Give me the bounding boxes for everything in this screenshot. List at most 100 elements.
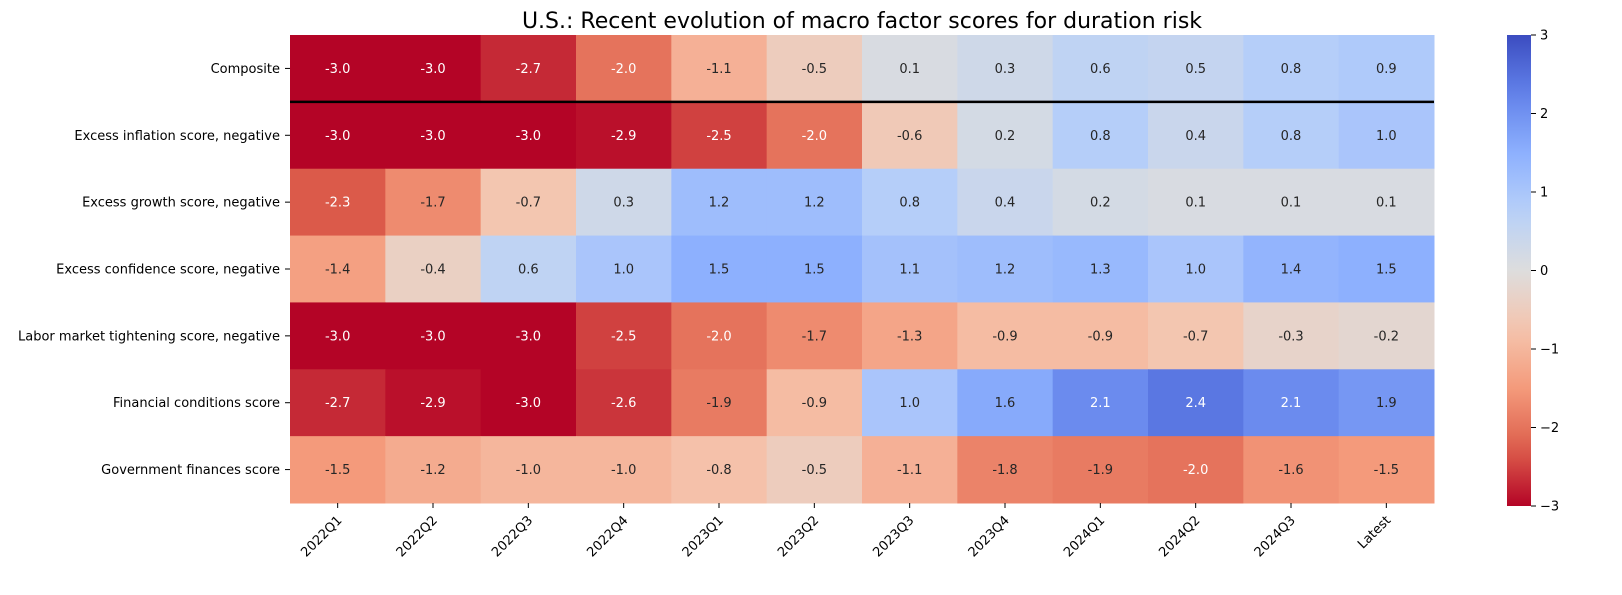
heatmap-cell	[1148, 235, 1244, 303]
heatmap-cell	[576, 35, 672, 103]
cell-value-label: -1.4	[325, 263, 350, 278]
heatmap-cell	[290, 302, 386, 370]
heatmap-cell	[1052, 436, 1149, 504]
row-label: Labor market tightening score, negative	[18, 329, 280, 344]
heatmap-cell	[290, 369, 386, 437]
cell-value-label: -1.8	[992, 463, 1017, 478]
cell-value-label: 1.5	[804, 263, 825, 278]
cell-value-label: -0.5	[802, 463, 827, 478]
heatmap-cell	[576, 302, 672, 370]
cell-value-label: -2.9	[611, 129, 636, 144]
heatmap-cell	[1243, 436, 1340, 504]
heatmap-cell	[1148, 168, 1244, 237]
heatmap-cell	[671, 369, 768, 437]
cell-value-label: -3.0	[516, 329, 541, 344]
heatmap-cell	[1148, 369, 1244, 437]
heatmap-cell	[766, 436, 863, 504]
heatmap-cell	[671, 101, 768, 170]
heatmap-cell	[766, 101, 863, 170]
heatmap-cell	[576, 369, 672, 437]
cell-value-label: -0.5	[802, 62, 827, 77]
cell-value-label: 2.4	[1185, 396, 1206, 411]
cell-value-label: -0.8	[706, 463, 731, 478]
heatmap-cell	[385, 168, 482, 237]
heatmap-cell	[671, 35, 768, 103]
heatmap-cell	[1243, 235, 1340, 303]
column-label: 2024Q1	[1061, 513, 1108, 560]
cell-value-label: 1.5	[709, 263, 730, 278]
heatmap-cell	[576, 235, 672, 303]
cell-value-label: -1.3	[897, 329, 922, 344]
heatmap-cell	[1338, 168, 1435, 237]
cell-value-label: -1.7	[420, 196, 445, 211]
cell-value-label: 0.6	[1090, 62, 1111, 77]
cell-value-label: -2.5	[706, 129, 731, 144]
cell-value-label: -1.5	[325, 463, 350, 478]
cell-value-label: 1.4	[1281, 263, 1302, 278]
heatmap-cell	[1052, 35, 1149, 103]
heatmap-cells	[290, 35, 1435, 504]
heatmap-cell	[576, 101, 672, 170]
cell-value-label: -2.3	[325, 196, 350, 211]
cell-value-label: 0.6	[518, 263, 539, 278]
heatmap-cell	[862, 235, 958, 303]
cell-value-label: -3.0	[325, 129, 350, 144]
heatmap-cell	[957, 101, 1054, 170]
column-label: 2022Q1	[298, 513, 345, 560]
cell-value-label: -0.2	[1374, 329, 1399, 344]
cell-value-label: 1.2	[995, 263, 1016, 278]
column-label: 2022Q3	[489, 513, 536, 560]
row-label: Excess confidence score, negative	[56, 263, 280, 278]
heatmap-cell	[480, 436, 577, 504]
cell-value-label: -2.0	[611, 62, 636, 77]
colorbar-tick-label: 0	[1540, 264, 1548, 279]
column-label: 2023Q2	[775, 513, 822, 560]
cell-value-label: -3.0	[516, 396, 541, 411]
column-label: 2023Q4	[966, 513, 1013, 560]
cell-value-label: 0.5	[1185, 62, 1206, 77]
cell-value-label: 1.0	[1185, 263, 1206, 278]
heatmap-cell	[957, 369, 1054, 437]
heatmap-cell	[576, 168, 672, 237]
column-label: 2023Q1	[680, 513, 727, 560]
cell-value-label: 1.9	[1376, 396, 1397, 411]
heatmap-cell	[862, 302, 958, 370]
heatmap-cell	[385, 436, 482, 504]
heatmap-cell	[1052, 302, 1149, 370]
heatmap-cell	[1148, 101, 1244, 170]
cell-value-label: -3.0	[516, 129, 541, 144]
cell-value-label: -2.7	[325, 396, 350, 411]
cell-value-label: -1.1	[706, 62, 731, 77]
heatmap-cell	[290, 235, 386, 303]
column-label: Latest	[1355, 513, 1394, 552]
cell-value-label: -1.9	[706, 396, 731, 411]
heatmap-cell	[1243, 35, 1340, 103]
cell-value-label: -1.0	[611, 463, 636, 478]
cell-value-label: 0.3	[613, 196, 634, 211]
cell-value-label: -2.7	[516, 62, 541, 77]
heatmap-cell	[1243, 369, 1340, 437]
heatmap-cell	[957, 436, 1054, 504]
heatmap-cell	[1338, 35, 1435, 103]
colorbar-tick-label: 3	[1540, 29, 1548, 44]
cell-value-label: -1.9	[1088, 463, 1113, 478]
heatmap-cell	[480, 168, 577, 237]
cell-value-label: -0.7	[516, 196, 541, 211]
cell-value-label: 0.4	[1185, 129, 1206, 144]
colorbar: 3 2 1 0 −1 −2 −3	[1507, 29, 1559, 515]
column-label: 2024Q2	[1156, 513, 1203, 560]
cell-value-label: 0.2	[1090, 196, 1111, 211]
heatmap-cell	[671, 436, 768, 504]
cell-value-label: 0.3	[995, 62, 1016, 77]
heatmap-cell	[671, 235, 768, 303]
cell-value-label: -0.9	[992, 329, 1017, 344]
heatmap-cell	[1338, 436, 1435, 504]
heatmap-cell	[862, 35, 958, 103]
heatmap-cell	[862, 168, 958, 237]
cell-value-label: 0.2	[995, 129, 1016, 144]
cell-value-label: -1.6	[1278, 463, 1303, 478]
row-label: Excess inflation score, negative	[74, 129, 280, 144]
heatmap-cell	[385, 302, 482, 370]
